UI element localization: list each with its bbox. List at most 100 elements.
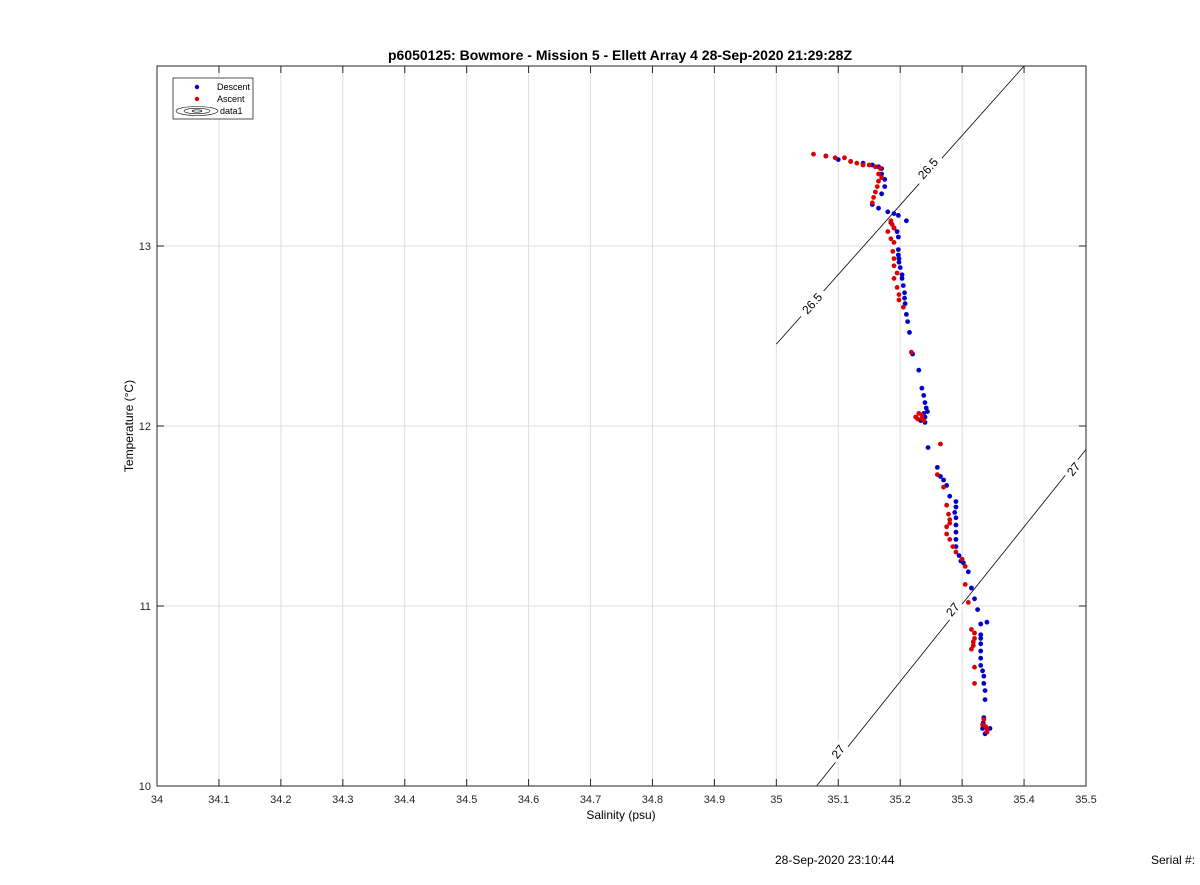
contour-label-bg	[826, 739, 850, 764]
descent-point	[952, 510, 958, 515]
x-tick-label: 35.1	[828, 794, 849, 806]
descent-point	[902, 290, 907, 296]
y-axis: 10 11 12 13	[139, 241, 1086, 793]
x-tick-label: 34.3	[332, 794, 353, 806]
ascent-point	[894, 285, 900, 290]
descent-point	[953, 515, 959, 521]
x-axis-label: Salinity (psu)	[586, 808, 655, 822]
ascent-point	[915, 416, 920, 422]
ascent-point	[854, 160, 860, 166]
ascent-point	[938, 441, 943, 447]
descent-point	[900, 283, 906, 288]
descent-point	[984, 619, 990, 625]
descent-point	[982, 697, 988, 702]
ascent-point	[947, 520, 953, 526]
contour-label-bg	[1061, 457, 1086, 482]
x-tick-label: 34.2	[270, 794, 291, 806]
legend-ascent-label: Ascent	[217, 94, 245, 104]
descent-point	[894, 229, 900, 235]
ascent-point	[947, 517, 953, 522]
legend: Descent Ascent data1	[172, 77, 254, 120]
x-tick-label: 34.5	[456, 794, 477, 806]
x-tick-label: 34.6	[518, 794, 539, 806]
descent-point	[885, 209, 891, 215]
chart-title: p6050125: Bowmore - Mission 5 - Ellett A…	[388, 47, 852, 63]
ascent-point	[962, 564, 968, 569]
descent-point	[978, 641, 984, 647]
ascent-point	[981, 717, 987, 722]
y-tick-label: 13	[139, 241, 151, 253]
descent-point	[978, 648, 984, 654]
ascent-point	[888, 218, 894, 224]
x-tick-label: 34.7	[580, 794, 601, 806]
contour-label-bg	[911, 151, 945, 186]
descent-point	[923, 405, 929, 411]
descent-point	[956, 553, 962, 558]
x-tick-label: 34.8	[642, 794, 663, 806]
ascent-point	[934, 472, 940, 477]
ascent-point	[890, 249, 896, 254]
ascent-point	[969, 627, 974, 632]
descent-point	[972, 596, 977, 602]
x-tick-label: 35.2	[889, 794, 910, 806]
x-tick-label: 35.5	[1075, 794, 1096, 806]
descent-point	[879, 191, 885, 197]
ascent-point	[972, 630, 977, 636]
legend-contour-icon	[175, 106, 219, 116]
ascent-point	[891, 240, 897, 245]
descent-point	[982, 688, 988, 693]
ascent-point	[876, 178, 881, 184]
ascent-point	[832, 155, 838, 161]
descent-point	[902, 301, 908, 306]
ascent-point	[879, 175, 885, 181]
descent-point	[925, 445, 931, 450]
legend-data1-label: data1	[220, 106, 243, 116]
ascent-point	[860, 162, 866, 168]
ascent-point	[871, 195, 876, 200]
ascent-point	[950, 544, 956, 549]
descent-point	[978, 632, 984, 638]
ascent-point	[896, 292, 902, 297]
footer-timestamp: 28-Sep-2020 23:10:44	[775, 853, 895, 867]
ascent-point	[842, 155, 847, 161]
descent-point	[953, 522, 959, 528]
ascent-point	[891, 276, 897, 281]
ascent-point	[891, 256, 897, 261]
ascent-point	[972, 664, 977, 670]
y-tick-label: 11	[140, 601, 151, 613]
ascent-point	[946, 511, 951, 517]
ascent-point	[959, 556, 965, 562]
data-points	[811, 151, 993, 737]
x-tick-label: 34.1	[208, 794, 229, 806]
legend-descent-marker	[194, 84, 200, 90]
ascent-point	[869, 200, 875, 206]
descent-point	[895, 213, 901, 218]
descent-point	[907, 330, 912, 335]
descent-point	[953, 504, 959, 510]
y-tick-label: 10	[139, 781, 151, 793]
descent-point	[960, 560, 966, 566]
descent-point	[891, 211, 897, 217]
descent-point	[876, 205, 881, 211]
ascent-point	[876, 171, 881, 177]
descent-point	[896, 259, 902, 265]
ascent-point	[970, 643, 976, 648]
contour-label-bg	[795, 286, 829, 321]
descent-point	[978, 621, 984, 627]
descent-point	[916, 367, 922, 373]
descent-point	[934, 465, 940, 470]
ascent-point	[921, 418, 927, 423]
descent-point	[953, 529, 959, 535]
ascent-point	[894, 270, 900, 276]
descent-point	[896, 256, 902, 261]
ascent-point	[984, 729, 990, 735]
x-tick-label: 35	[770, 794, 782, 806]
contour-label-bg	[941, 597, 965, 622]
ascent-point	[877, 166, 883, 172]
ascent-point	[823, 153, 829, 159]
legend-box	[172, 77, 254, 120]
ascent-point	[891, 263, 897, 269]
ascent-point	[919, 412, 925, 418]
